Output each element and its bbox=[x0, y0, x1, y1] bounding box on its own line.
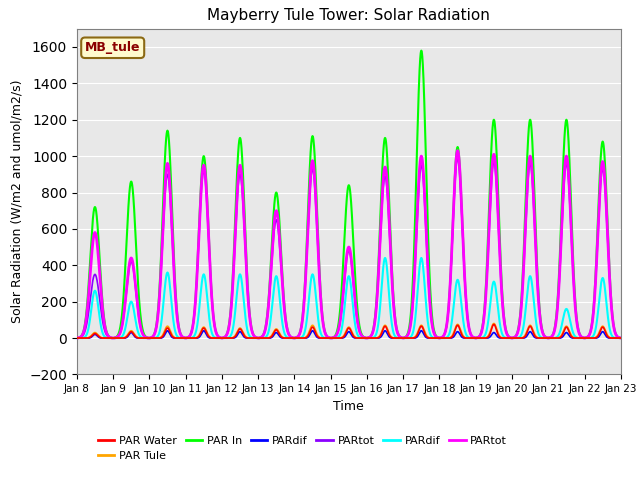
Text: MB_tule: MB_tule bbox=[85, 41, 140, 54]
Title: Mayberry Tule Tower: Solar Radiation: Mayberry Tule Tower: Solar Radiation bbox=[207, 9, 490, 24]
Legend: PAR Water, PAR Tule, PAR In, PARdif, PARtot, PARdif, PARtot: PAR Water, PAR Tule, PAR In, PARdif, PAR… bbox=[93, 431, 511, 466]
X-axis label: Time: Time bbox=[333, 400, 364, 413]
Y-axis label: Solar Radiation (W/m2 and umol/m2/s): Solar Radiation (W/m2 and umol/m2/s) bbox=[11, 80, 24, 324]
